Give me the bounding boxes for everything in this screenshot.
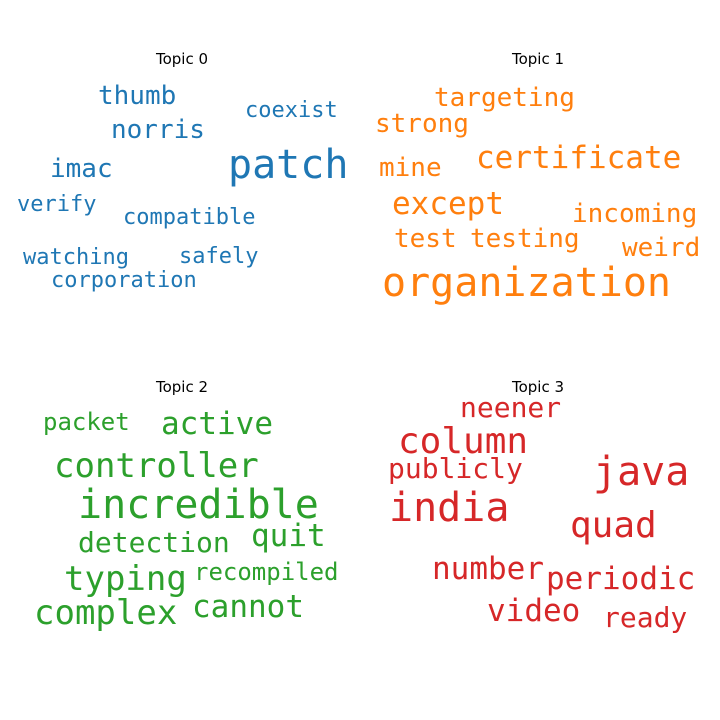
topic-1-word: mine [379, 153, 442, 183]
topic-0-word: thumb [98, 81, 177, 111]
topic-0-word: verify [17, 192, 97, 217]
topic-0-word: safely [179, 244, 259, 269]
topic-1-word: test [394, 224, 457, 254]
topic-1-panel: Topic 1 targeting strong certificate min… [360, 0, 720, 360]
topic-0-word: corporation [51, 268, 197, 293]
topic-2-word: complex [34, 593, 178, 633]
topic-2-word-cloud: packet active controller incredible dete… [0, 328, 360, 688]
topic-3-word: publicly [388, 452, 523, 485]
topic-2-panel: Topic 2 packet active controller incredi… [0, 328, 360, 688]
topic-3-title: Topic 3 [511, 378, 565, 396]
topic-0-word: coexist [245, 98, 338, 123]
topic-2-word: typing [64, 559, 187, 599]
topic-3-word-cloud: neener column publicly java india quad n… [360, 328, 720, 688]
topic-1-word: strong [375, 109, 469, 139]
topic-2-word: detection [78, 526, 230, 559]
topic-0-panel: Topic 0 thumb coexist norris patch imac … [0, 0, 360, 360]
topic-3-word: quad [570, 505, 657, 546]
topic-0-word-cloud: thumb coexist norris patch imac verify c… [0, 0, 360, 360]
topic-1-word-cloud: targeting strong certificate mine except… [360, 0, 720, 360]
topic-2-word: quit [251, 518, 326, 554]
topic-0-title: Topic 0 [155, 50, 209, 68]
topic-3-word: periodic [546, 561, 696, 597]
topic-0-word: imac [50, 154, 113, 184]
topic-2-word: cannot [192, 589, 304, 625]
topic-0-word: compatible [123, 205, 256, 230]
topic-0-word: norris [111, 115, 205, 145]
topic-2-word: incredible [78, 482, 319, 528]
topic-3-word: ready [603, 601, 688, 634]
topic-2-word: packet [43, 408, 130, 436]
topic-1-title: Topic 1 [511, 50, 565, 68]
topic-3-word: india [389, 485, 510, 531]
topic-1-word: organization [382, 260, 671, 306]
topic-1-word: incoming [572, 199, 698, 229]
topic-1-word: targeting [434, 83, 575, 113]
topic-2-title: Topic 2 [155, 378, 209, 396]
topic-3-word: neener [460, 391, 562, 424]
topic-2-word: active [161, 406, 273, 442]
topic-1-word: weird [622, 233, 701, 263]
topic-0-word: watching [23, 245, 129, 270]
topic-3-word: number [432, 551, 544, 587]
topic-1-word: certificate [476, 140, 682, 176]
topic-3-panel: Topic 3 neener column publicly java indi… [360, 328, 720, 688]
topic-0-word: patch [228, 142, 349, 188]
topic-3-word: java [593, 449, 690, 495]
topic-3-word: column [398, 421, 529, 462]
topic-1-word: testing [470, 224, 580, 254]
topic-2-word: controller [54, 446, 259, 486]
topic-2-word: recompiled [194, 558, 339, 586]
topic-3-word: video [487, 593, 581, 629]
topic-1-word: except [392, 186, 504, 222]
